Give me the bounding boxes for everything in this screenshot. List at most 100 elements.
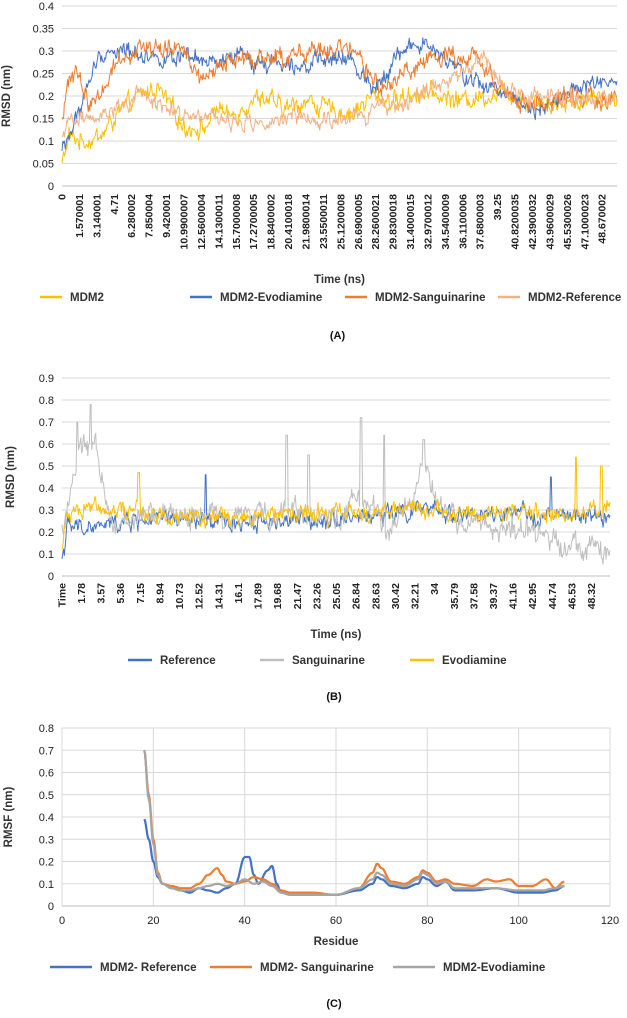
- x-tick-label: 32.9700012: [422, 194, 434, 250]
- x-tick-label: 28.63: [370, 583, 382, 609]
- y-tick-label: 0.1: [39, 549, 54, 561]
- legend-label-evodiamine: Evodiamine: [442, 655, 507, 667]
- x-tick-label: 8.94: [154, 583, 166, 604]
- series-group: [61, 37, 618, 164]
- x-tick-label: 45.5300026: [562, 194, 574, 250]
- y-tick-label: 0.4: [39, 1, 54, 13]
- x-tick-label: 21.47: [292, 583, 304, 609]
- y-tick-label: 0.8: [39, 395, 54, 407]
- x-tick-label: 17.89: [253, 583, 265, 609]
- x-tick-label: 26.84: [351, 583, 363, 609]
- x-tick-label: 42.95: [527, 583, 539, 609]
- x-tick-label: 26.6900005: [353, 194, 365, 250]
- y-tick-label: 0: [48, 901, 54, 913]
- x-tick-label: 34: [429, 583, 441, 595]
- x-tick-label: 29.8300018: [388, 194, 400, 250]
- legend-label-mdm2-sanguinarine: MDM2-Sanguinarine: [375, 292, 486, 304]
- x-tick-label: 43.9600029: [544, 194, 556, 250]
- series-line-mdm2-evodiamine: [143, 750, 565, 896]
- y-tick-label: 0.25: [33, 69, 54, 81]
- x-tick-label: 10.73: [174, 583, 186, 609]
- y-axis-title: RMSD (nm): [1, 65, 13, 127]
- x-tick-label: 28.2600021: [370, 194, 382, 250]
- x-tick-label: 4.71: [109, 194, 121, 215]
- x-tick-label: 60: [330, 915, 342, 927]
- y-tick-label: 0.6: [39, 768, 54, 780]
- x-tick-label: 9.420001: [161, 194, 173, 238]
- x-tick-label: 37.58: [468, 583, 480, 609]
- y-tick-label: 0.4: [39, 812, 54, 824]
- y-tick-label: 0: [48, 181, 54, 193]
- legend-label-mdm2-reference: MDM2- Reference: [100, 962, 197, 974]
- rmsd-chart-b: 0 0.1 0.2 0.3 0.4 0.5 0.6 0.7 0.8 0.9 Time 1.78 3.57…: [5, 373, 611, 703]
- x-tick-label: 0: [59, 915, 65, 927]
- y-tick-label: 0.7: [39, 417, 54, 429]
- x-axis-title: Time (ns): [314, 274, 365, 286]
- x-tick-label: 20: [147, 915, 159, 927]
- x-tick-label: 0: [57, 194, 69, 200]
- x-tick-label: Time: [57, 583, 69, 607]
- x-tick-label: 25.1200008: [335, 194, 347, 250]
- x-tick-label: 1.570001: [74, 194, 86, 238]
- y-tick-label: 0.2: [39, 527, 54, 539]
- x-tick-label: 39.37: [488, 583, 500, 609]
- y-axis-title: RMSF (nm): [3, 786, 15, 847]
- y-tick-label: 0.15: [33, 114, 54, 126]
- x-tick-label: 19.68: [272, 583, 284, 609]
- x-tick-label: 47.1000023: [579, 194, 591, 250]
- x-tick-label: 41.16: [508, 583, 520, 609]
- series-line-mdm2-reference: [61, 49, 618, 138]
- legend-label-mdm2-evodiamine: MDM2-Evodiamine: [443, 962, 545, 974]
- rmsd-chart-a: 0 0.05 0.1 0.15 0.2 0.25 0.3 0.35 0.4 0 1.570001 3.…: [1, 1, 621, 342]
- y-tick-label: 0.8: [39, 723, 54, 735]
- y-tick-label: 0.6: [39, 439, 54, 451]
- x-tick-label: 36.1100006: [457, 194, 469, 249]
- y-tick-label: 0.5: [39, 461, 54, 473]
- legend-label-mdm2: MDM2: [70, 292, 104, 304]
- x-tick-label: 120: [601, 915, 619, 927]
- panel-label: (A): [330, 330, 346, 342]
- x-tick-label: 39.25: [492, 194, 504, 220]
- panel-label: (C): [326, 998, 342, 1010]
- x-tick-label: 12.5600004: [196, 194, 208, 250]
- y-tick-label: 0.1: [39, 136, 54, 148]
- x-tick-label: 37.6800003: [475, 194, 487, 250]
- x-axis-title: Time (ns): [311, 629, 362, 641]
- x-tick-label: 42.3900032: [527, 194, 539, 250]
- x-tick-label: 30.42: [390, 583, 402, 609]
- x-tick-label: 48.32: [586, 583, 598, 609]
- x-tick-label: 23.26: [311, 583, 323, 609]
- x-tick-label: 25.05: [331, 583, 343, 609]
- x-tick-label: 14.1300011: [213, 194, 225, 249]
- x-tick-label: 21.9800014: [300, 194, 312, 250]
- series-line-evodiamine: [61, 456, 611, 550]
- x-tick-label: 1.78: [76, 583, 88, 604]
- legend-label-sanguinarine: Sanguinarine: [292, 655, 365, 667]
- x-axis-title: Residue: [314, 936, 359, 948]
- x-tick-label: 48.670002: [597, 194, 609, 244]
- y-tick-label: 0.3: [39, 834, 54, 846]
- series-line-mdm2-sanguinarine: [143, 750, 565, 896]
- series-group: [143, 750, 565, 896]
- x-tick-label: 80: [421, 915, 433, 927]
- series-line-mdm2-evodiamine: [61, 37, 618, 151]
- legend-label-reference: Reference: [160, 655, 216, 667]
- y-axis-title: RMSD (nm): [5, 446, 17, 508]
- panel-label: (B): [326, 691, 342, 703]
- x-tick-label: 3.57: [96, 583, 108, 604]
- x-tick-label: 18.8400002: [266, 194, 278, 250]
- x-tick-label: 7.850004: [144, 194, 156, 238]
- x-tick-label: 6.280002: [126, 194, 138, 238]
- y-tick-label: 0.7: [39, 745, 54, 757]
- x-tick-label: 17.2700005: [248, 194, 260, 250]
- y-tick-label: 0.2: [39, 857, 54, 869]
- x-tick-label: 7.15: [135, 583, 147, 604]
- x-tick-label: 100: [509, 915, 527, 927]
- y-tick-label: 0.3: [39, 505, 54, 517]
- x-tick-label: 46.53: [566, 583, 578, 609]
- x-tick-label: 31.4000015: [405, 194, 417, 250]
- x-tick-label: 3.140001: [91, 194, 103, 238]
- x-tick-label: 16.1: [233, 583, 245, 604]
- series-group: [61, 403, 611, 565]
